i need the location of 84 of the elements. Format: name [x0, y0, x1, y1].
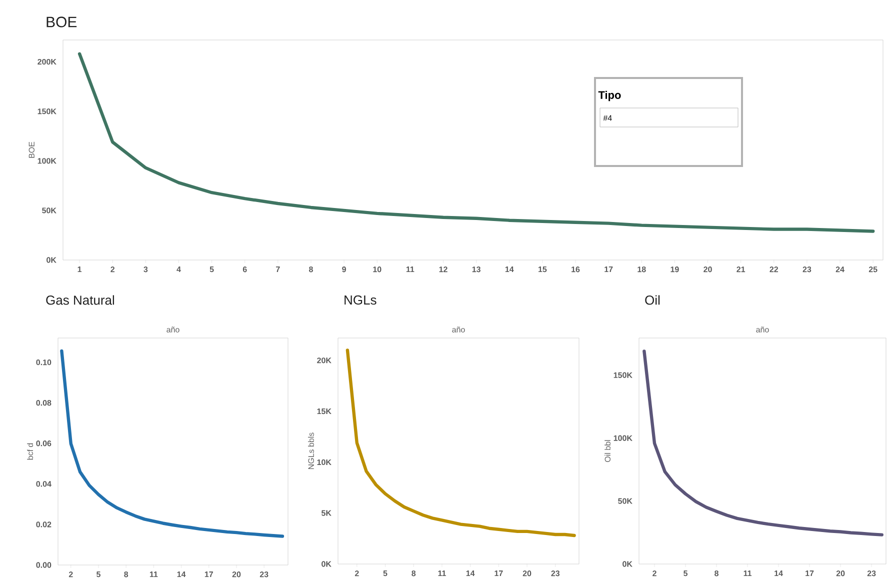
y-tick-label: 100K	[38, 158, 56, 164]
x-tick-label: 8	[412, 570, 416, 576]
x-tick-label: 11	[406, 266, 414, 272]
y-axis-title: bcf d	[27, 443, 34, 460]
x-tick-label: 2	[652, 570, 656, 576]
x-tick-label: 20	[232, 572, 241, 578]
x-tick-label: 14	[505, 266, 514, 272]
y-tick-label: 150K	[614, 372, 632, 378]
y-tick-label: 100K	[614, 435, 632, 441]
x-tick-label: 12	[439, 266, 448, 272]
line-series	[60, 349, 284, 538]
annotation: #4	[603, 115, 612, 121]
y-tick-label: 200K	[38, 58, 56, 65]
x-tick-label: 17	[604, 266, 613, 272]
y-tick-label: 0K	[322, 561, 332, 567]
y-tick-label: 50K	[618, 498, 632, 504]
x-tick-label: 20	[704, 266, 712, 272]
x-tick-label: 5	[684, 570, 688, 576]
x-tick-label: 3	[144, 266, 148, 272]
x-tick-label: 17	[204, 572, 213, 578]
x-tick-label: 2	[68, 572, 73, 578]
x-tick-label: 23	[551, 570, 560, 576]
x-tick-label: 25	[868, 266, 878, 272]
y-tick-label: 0K	[46, 257, 56, 263]
chart-title: Oil	[645, 295, 660, 305]
x-tick-label: 17	[494, 570, 503, 576]
x-tick-label: 23	[260, 572, 268, 578]
y-tick-label: 0.04	[36, 481, 52, 487]
x-tick-label: 11	[744, 570, 752, 576]
text: Tipo	[598, 90, 621, 102]
x-tick-label: 9	[342, 266, 346, 272]
x-tick-label: 11	[150, 572, 158, 578]
x-tick-label: 7	[276, 266, 280, 272]
y-tick-label: 0.02	[36, 522, 52, 528]
y-tick-label: 150K	[38, 108, 56, 114]
x-tick-label: 15	[538, 266, 547, 272]
y-tick-label: 50K	[42, 208, 56, 214]
x-tick-label: 2	[110, 266, 114, 272]
x-tick-label: 21	[736, 266, 746, 272]
y-tick-label: 0.06	[36, 440, 52, 446]
x-tick-label: 23	[802, 266, 812, 272]
chart-title: NGLs	[344, 295, 376, 305]
x-tick-label: 14	[177, 572, 186, 578]
x-tick-label: 23	[867, 570, 876, 576]
y-tick-label: 0.00	[36, 562, 52, 568]
line-series	[642, 350, 884, 536]
x-tick-label: 5	[383, 570, 388, 576]
x-tick-label: 5	[96, 572, 100, 578]
x-tick-label: 2	[354, 570, 359, 576]
x-tick-label: 19	[670, 266, 679, 272]
x-axis-title: año	[756, 326, 769, 332]
x-tick-label: 18	[638, 266, 646, 272]
x-tick-label: 14	[774, 570, 783, 576]
y-axis-title: Oil bbl	[604, 440, 610, 462]
x-tick-label: 4	[176, 266, 181, 272]
x-tick-label: 8	[714, 570, 718, 576]
x-tick-label: 17	[806, 570, 814, 576]
y-tick-label: 0.10	[36, 359, 52, 366]
y-tick-label: 10K	[317, 459, 332, 466]
y-axis-title: NGLs bbls	[308, 432, 314, 470]
x-tick-label: 8	[309, 266, 313, 272]
x-tick-label: 6	[242, 266, 247, 272]
x-tick-label: 14	[466, 570, 475, 576]
x-axis-title: año	[452, 326, 465, 332]
y-tick-label: 0K	[622, 561, 632, 567]
x-tick-label: 8	[124, 572, 128, 578]
y-tick-label: 15K	[317, 408, 332, 414]
x-tick-label: 22	[770, 266, 778, 272]
x-tick-label: 24	[836, 266, 844, 272]
x-tick-label: 16	[572, 266, 580, 272]
x-tick-label: 1	[78, 266, 82, 272]
y-tick-label: 20K	[317, 358, 332, 364]
x-tick-label: 11	[438, 570, 446, 576]
x-tick-label: 10	[373, 266, 382, 272]
y-tick-label: 5K	[321, 510, 332, 516]
x-tick-label: 20	[836, 570, 845, 576]
x-axis-title: año	[166, 326, 180, 332]
x-tick-label: 13	[472, 266, 480, 272]
chart-title: BOE	[46, 16, 77, 28]
y-axis-title: BOE	[28, 142, 34, 158]
x-tick-label: 20	[522, 570, 532, 576]
chart-title: Gas Natural	[46, 295, 114, 305]
x-tick-label: 5	[210, 266, 214, 272]
y-tick-label: 0.08	[36, 400, 52, 406]
